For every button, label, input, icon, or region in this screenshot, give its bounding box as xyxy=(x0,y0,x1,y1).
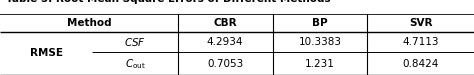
Text: RMSE: RMSE xyxy=(30,48,63,58)
Text: Method: Method xyxy=(66,18,111,28)
Text: 10.3383: 10.3383 xyxy=(299,37,341,47)
Text: CBR: CBR xyxy=(213,18,237,28)
Text: $\mathit{C}_\mathrm{out}$: $\mathit{C}_\mathrm{out}$ xyxy=(125,57,146,70)
Text: 4.7113: 4.7113 xyxy=(402,37,439,47)
Text: Table 5: Root Mean Square Errors of Different Methods: Table 5: Root Mean Square Errors of Diff… xyxy=(6,0,330,4)
Text: 1.231: 1.231 xyxy=(305,59,335,69)
Text: $\mathit{CSF}$: $\mathit{CSF}$ xyxy=(124,36,146,48)
Text: 0.7053: 0.7053 xyxy=(207,59,243,69)
Text: 4.2934: 4.2934 xyxy=(207,37,244,47)
Text: BP: BP xyxy=(312,18,328,28)
Text: 0.8424: 0.8424 xyxy=(402,59,439,69)
Text: SVR: SVR xyxy=(409,18,432,28)
